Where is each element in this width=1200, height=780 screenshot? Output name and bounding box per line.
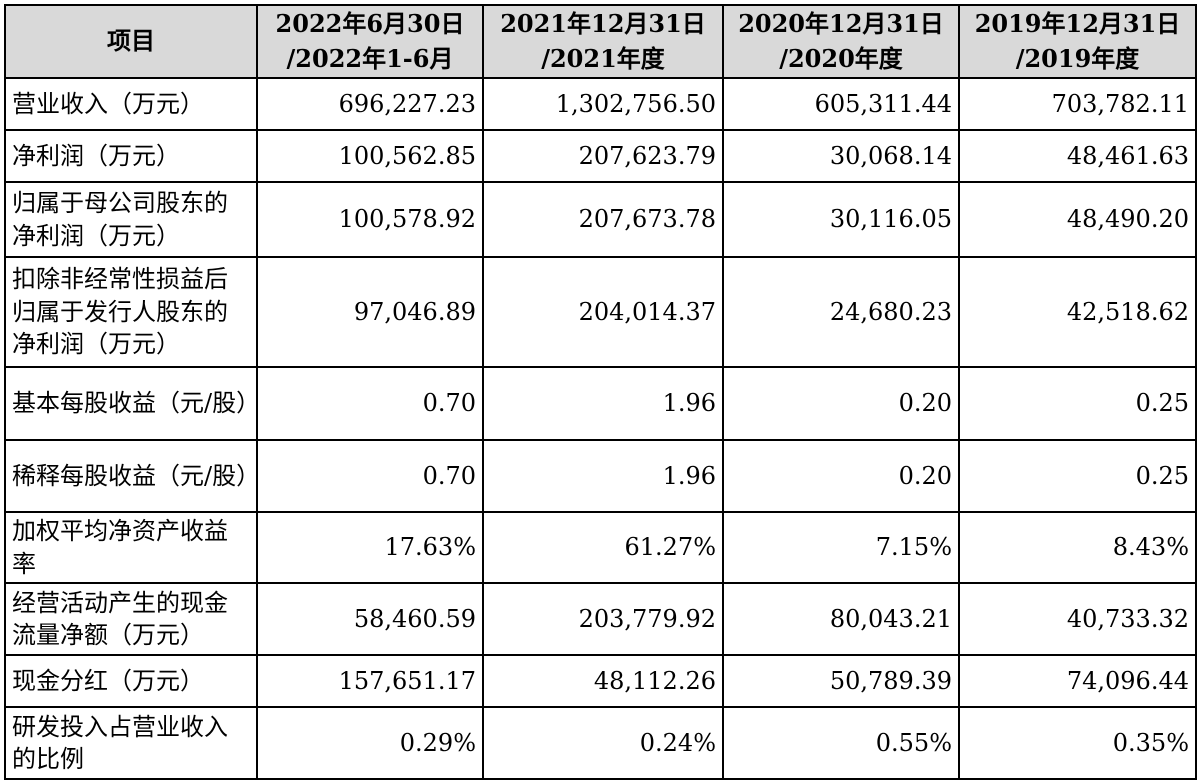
header-col-line2: /2021年度	[541, 43, 665, 73]
row-label: 现金分红（万元）	[4, 654, 258, 708]
row-label: 净利润（万元）	[4, 129, 258, 183]
table-row: 净利润（万元） 100,562.85 207,623.79 30,068.14 …	[4, 129, 1197, 183]
table-cell: 203,779.92	[482, 582, 724, 656]
row-label: 加权平均净资产收益率	[4, 511, 258, 584]
header-item: 项目	[4, 4, 258, 79]
header-col-line1: 2020年12月31日	[738, 8, 944, 38]
header-col-2020: 2020年12月31日 /2020年度	[722, 4, 960, 79]
header-col-2022h1: 2022年6月30日 /2022年1-6月	[256, 4, 484, 79]
table-cell: 48,112.26	[482, 654, 724, 708]
header-col-line2: /2022年1-6月	[286, 43, 454, 73]
table-cell: 157,651.17	[256, 654, 484, 708]
table-cell: 30,068.14	[722, 129, 960, 183]
table-cell: 1,302,756.50	[482, 77, 724, 131]
table-cell: 0.70	[256, 366, 484, 441]
table-row: 经营活动产生的现金流量净额（万元） 58,460.59 203,779.92 8…	[4, 582, 1197, 656]
table-cell: 1.96	[482, 439, 724, 513]
header-col-line1: 2019年12月31日	[974, 8, 1181, 38]
table-cell: 0.20	[722, 439, 960, 513]
table-cell: 97,046.89	[256, 256, 484, 368]
header-col-line2: /2020年度	[779, 43, 903, 73]
table-cell: 0.55%	[722, 706, 960, 780]
financial-summary-table: 项目 2022年6月30日 /2022年1-6月 2021年12月31日 /20…	[4, 4, 1197, 780]
header-col-2021: 2021年12月31日 /2021年度	[482, 4, 724, 79]
table-cell: 58,460.59	[256, 582, 484, 656]
table-cell: 40,733.32	[958, 582, 1197, 656]
row-label: 稀释每股收益（元/股）	[4, 439, 258, 513]
table-cell: 48,461.63	[958, 129, 1197, 183]
header-col-line2: /2019年度	[1015, 43, 1140, 73]
row-label: 经营活动产生的现金流量净额（万元）	[4, 582, 258, 656]
table-cell: 80,043.21	[722, 582, 960, 656]
header-col-2019: 2019年12月31日 /2019年度	[958, 4, 1197, 79]
table-cell: 703,782.11	[958, 77, 1197, 131]
table-row: 稀释每股收益（元/股） 0.70 1.96 0.20 0.25	[4, 439, 1197, 513]
table-row: 扣除非经常性损益后归属于发行人股东的净利润（万元） 97,046.89 204,…	[4, 256, 1197, 368]
table-row: 现金分红（万元） 157,651.17 48,112.26 50,789.39 …	[4, 654, 1197, 708]
table-cell: 0.20	[722, 366, 960, 441]
table-cell: 24,680.23	[722, 256, 960, 368]
table-row: 加权平均净资产收益率 17.63% 61.27% 7.15% 8.43%	[4, 511, 1197, 584]
row-label: 归属于母公司股东的净利润（万元）	[4, 181, 258, 258]
table-cell: 17.63%	[256, 511, 484, 584]
row-label: 基本每股收益（元/股）	[4, 366, 258, 441]
table-cell: 30,116.05	[722, 181, 960, 258]
table-cell: 207,623.79	[482, 129, 724, 183]
table-row: 研发投入占营业收入的比例 0.29% 0.24% 0.55% 0.35%	[4, 706, 1197, 780]
table-cell: 8.43%	[958, 511, 1197, 584]
table-cell: 0.29%	[256, 706, 484, 780]
table-cell: 42,518.62	[958, 256, 1197, 368]
table-cell: 50,789.39	[722, 654, 960, 708]
row-label: 营业收入（万元）	[4, 77, 258, 131]
table-cell: 1.96	[482, 366, 724, 441]
table-cell: 204,014.37	[482, 256, 724, 368]
header-col-line1: 2022年6月30日	[275, 8, 465, 38]
table-row: 归属于母公司股东的净利润（万元） 100,578.92 207,673.78 3…	[4, 181, 1197, 258]
table-cell: 100,578.92	[256, 181, 484, 258]
table-cell: 0.70	[256, 439, 484, 513]
row-label: 研发投入占营业收入的比例	[4, 706, 258, 780]
table-cell: 0.24%	[482, 706, 724, 780]
table-row: 营业收入（万元） 696,227.23 1,302,756.50 605,311…	[4, 77, 1197, 131]
header-col-line1: 2021年12月31日	[500, 8, 706, 38]
table-cell: 696,227.23	[256, 77, 484, 131]
table-cell: 0.25	[958, 439, 1197, 513]
table-cell: 100,562.85	[256, 129, 484, 183]
header-row: 项目 2022年6月30日 /2022年1-6月 2021年12月31日 /20…	[4, 4, 1197, 79]
table-cell: 74,096.44	[958, 654, 1197, 708]
table-cell: 0.35%	[958, 706, 1197, 780]
table-cell: 61.27%	[482, 511, 724, 584]
table-cell: 7.15%	[722, 511, 960, 584]
table-cell: 0.25	[958, 366, 1197, 441]
table-row: 基本每股收益（元/股） 0.70 1.96 0.20 0.25	[4, 366, 1197, 441]
table-cell: 207,673.78	[482, 181, 724, 258]
table-cell: 605,311.44	[722, 77, 960, 131]
table-cell: 48,490.20	[958, 181, 1197, 258]
row-label: 扣除非经常性损益后归属于发行人股东的净利润（万元）	[4, 256, 258, 368]
